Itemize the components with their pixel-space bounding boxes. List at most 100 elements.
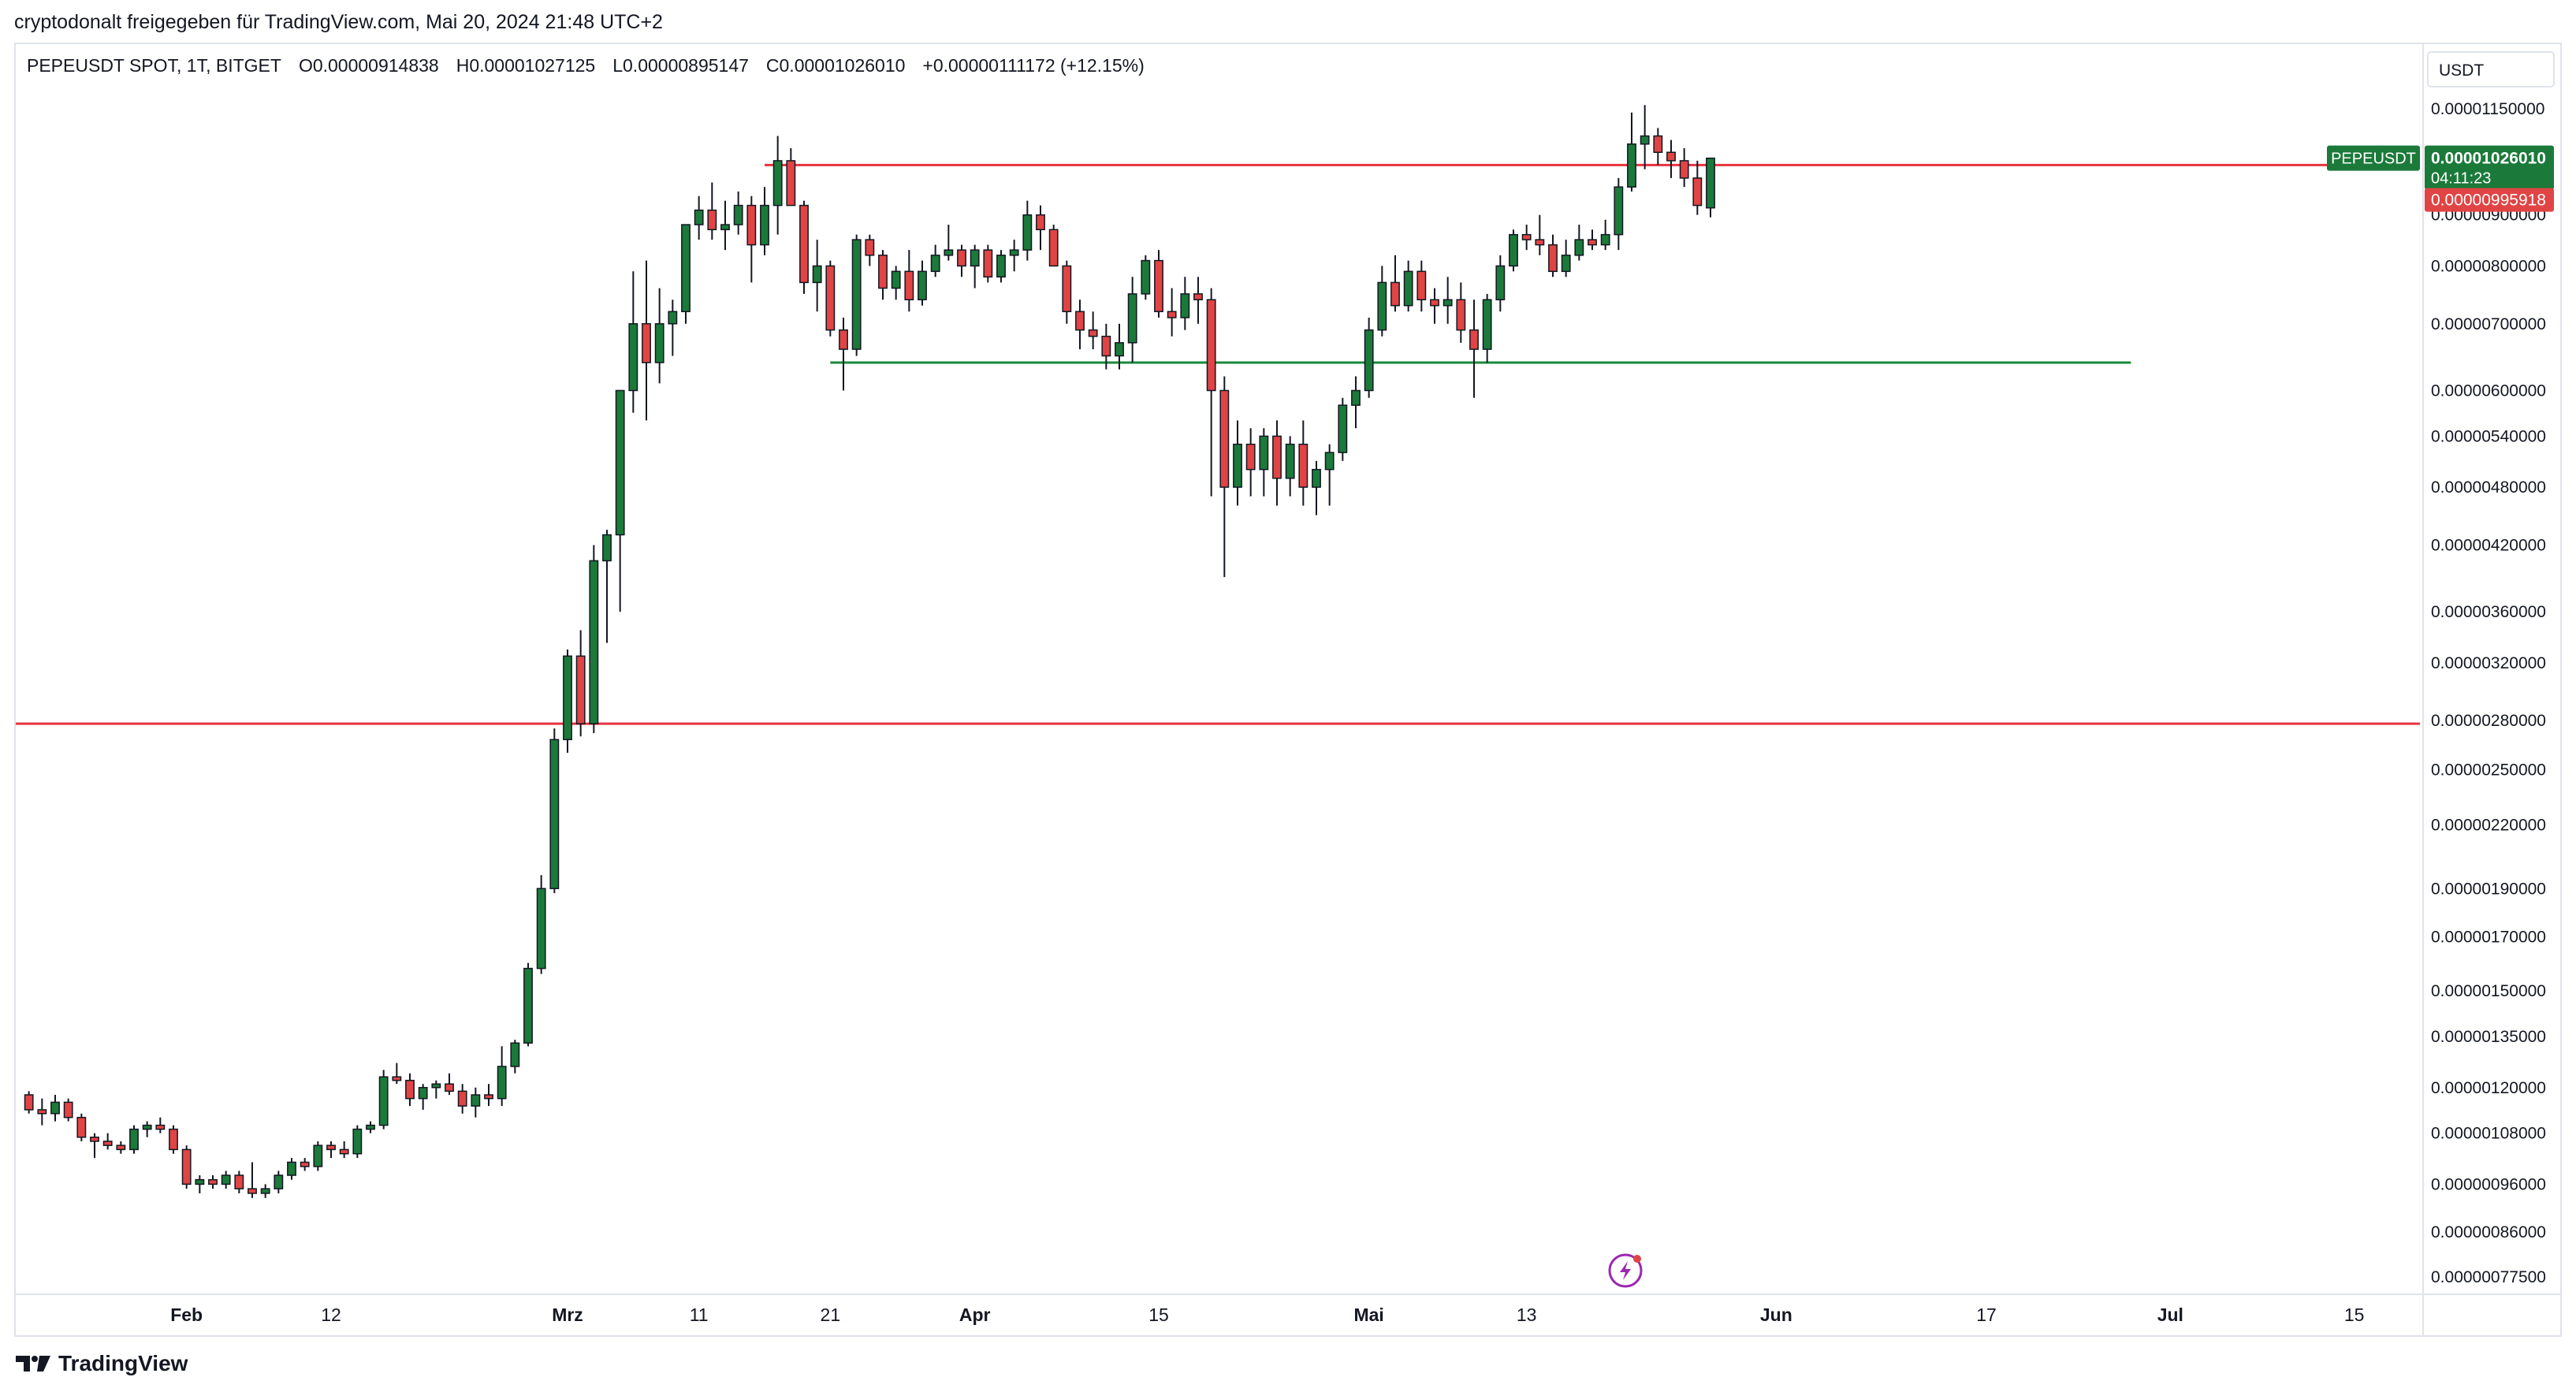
candle	[1588, 229, 1597, 251]
price-tick-label: 0.00000540000	[2431, 427, 2546, 445]
candle	[326, 1141, 336, 1159]
legend-symbol[interactable]: PEPEUSDT SPOT, 1T, BITGET	[27, 55, 281, 76]
candle-body	[300, 1161, 310, 1167]
candle	[1482, 293, 1492, 363]
horizontal-lines	[16, 163, 2420, 725]
candle-body	[983, 249, 993, 278]
candle	[746, 195, 757, 283]
candle	[260, 1184, 270, 1198]
candle-body	[654, 323, 664, 363]
candle-body	[733, 204, 743, 225]
lightning-icon[interactable]	[1608, 1253, 1643, 1288]
candle-body	[431, 1083, 441, 1089]
candle	[1614, 177, 1624, 251]
candle	[1640, 105, 1650, 169]
legend-close: C0.00001026010	[765, 55, 906, 76]
candle	[1206, 288, 1216, 497]
candle-body	[1036, 214, 1045, 231]
candle	[1364, 317, 1374, 398]
candle-body	[1482, 299, 1492, 350]
candle-body	[1285, 443, 1295, 479]
time-tick-label: 11	[690, 1305, 709, 1325]
price-tick-label: 0.00000077500	[2431, 1268, 2546, 1286]
candle	[1245, 428, 1256, 497]
candle-body	[37, 1109, 47, 1115]
candle	[1377, 266, 1387, 337]
price-tick-label: 0.00001150000	[2431, 100, 2544, 118]
candle-body	[1272, 435, 1282, 479]
candle	[1324, 444, 1335, 506]
candle	[1692, 160, 1703, 215]
candle-body	[1009, 249, 1019, 256]
candle-body	[602, 534, 612, 562]
price-tick-label: 0.00000120000	[2431, 1079, 2546, 1097]
time-axis: Feb 12 Mrz 11 21 Apr 15 Mai 13 Jun 17 Jul 15	[170, 1305, 2364, 1325]
candle-body	[878, 255, 888, 289]
time-tick-label: Apr	[959, 1305, 991, 1325]
candle-body	[891, 270, 901, 289]
candle-body	[1469, 329, 1479, 350]
candle-body	[497, 1066, 507, 1100]
candle	[970, 244, 980, 288]
candle-body	[746, 204, 757, 246]
candle	[944, 225, 954, 261]
candle-body	[234, 1174, 244, 1189]
candle	[366, 1121, 375, 1133]
candle-body	[248, 1188, 257, 1194]
candle-body	[1377, 281, 1387, 331]
candle	[1219, 376, 1230, 578]
tradingview-logo[interactable]: TradingView	[16, 1351, 188, 1376]
candle	[378, 1070, 389, 1130]
candle	[865, 234, 875, 266]
last-price-tag	[2425, 145, 2554, 190]
time-tick-label: Mrz	[552, 1305, 583, 1325]
candle	[1048, 225, 1059, 267]
candle	[208, 1175, 218, 1189]
candle-body	[195, 1178, 205, 1185]
candle-body	[799, 204, 809, 284]
candle	[549, 728, 560, 894]
candle	[799, 200, 809, 294]
legend-low: L0.00000895147	[612, 55, 749, 76]
candle	[1561, 240, 1571, 277]
candle	[668, 300, 678, 356]
candle-body	[812, 265, 822, 284]
candle	[1535, 214, 1545, 255]
candle	[536, 875, 546, 974]
candle-body	[418, 1087, 428, 1100]
candle	[1627, 112, 1636, 192]
candle-body	[1141, 259, 1151, 295]
candle	[786, 147, 796, 207]
candle-body	[50, 1101, 60, 1115]
candle	[602, 530, 612, 643]
price-tick-label: 0.00000096000	[2431, 1175, 2546, 1193]
candle-body	[1022, 214, 1033, 251]
candle	[654, 288, 664, 384]
candle	[63, 1098, 73, 1122]
candle	[1009, 240, 1019, 272]
candle-body	[287, 1161, 296, 1176]
candle	[221, 1171, 231, 1189]
candle-body	[445, 1083, 454, 1092]
candle-body	[536, 888, 546, 970]
time-tick-label: Jul	[2157, 1305, 2183, 1325]
candle	[1495, 255, 1506, 312]
candle	[287, 1158, 296, 1180]
candle	[1036, 205, 1045, 251]
publisher-line: cryptodonalt freigegeben für TradingView…	[14, 11, 663, 33]
candle	[24, 1091, 34, 1114]
candle	[1022, 200, 1033, 261]
price-tick-label: 0.00000800000	[2431, 257, 2546, 275]
candle-body	[772, 160, 783, 207]
candle	[1469, 300, 1479, 398]
candle-body	[1048, 229, 1059, 267]
candle-body	[378, 1076, 389, 1126]
price-tick-label: 0.00000320000	[2431, 654, 2546, 672]
candle-body	[681, 224, 691, 313]
candle	[300, 1158, 310, 1171]
candle	[983, 244, 993, 283]
candle-body	[24, 1094, 34, 1111]
candle	[1653, 128, 1663, 166]
candle	[930, 244, 940, 277]
